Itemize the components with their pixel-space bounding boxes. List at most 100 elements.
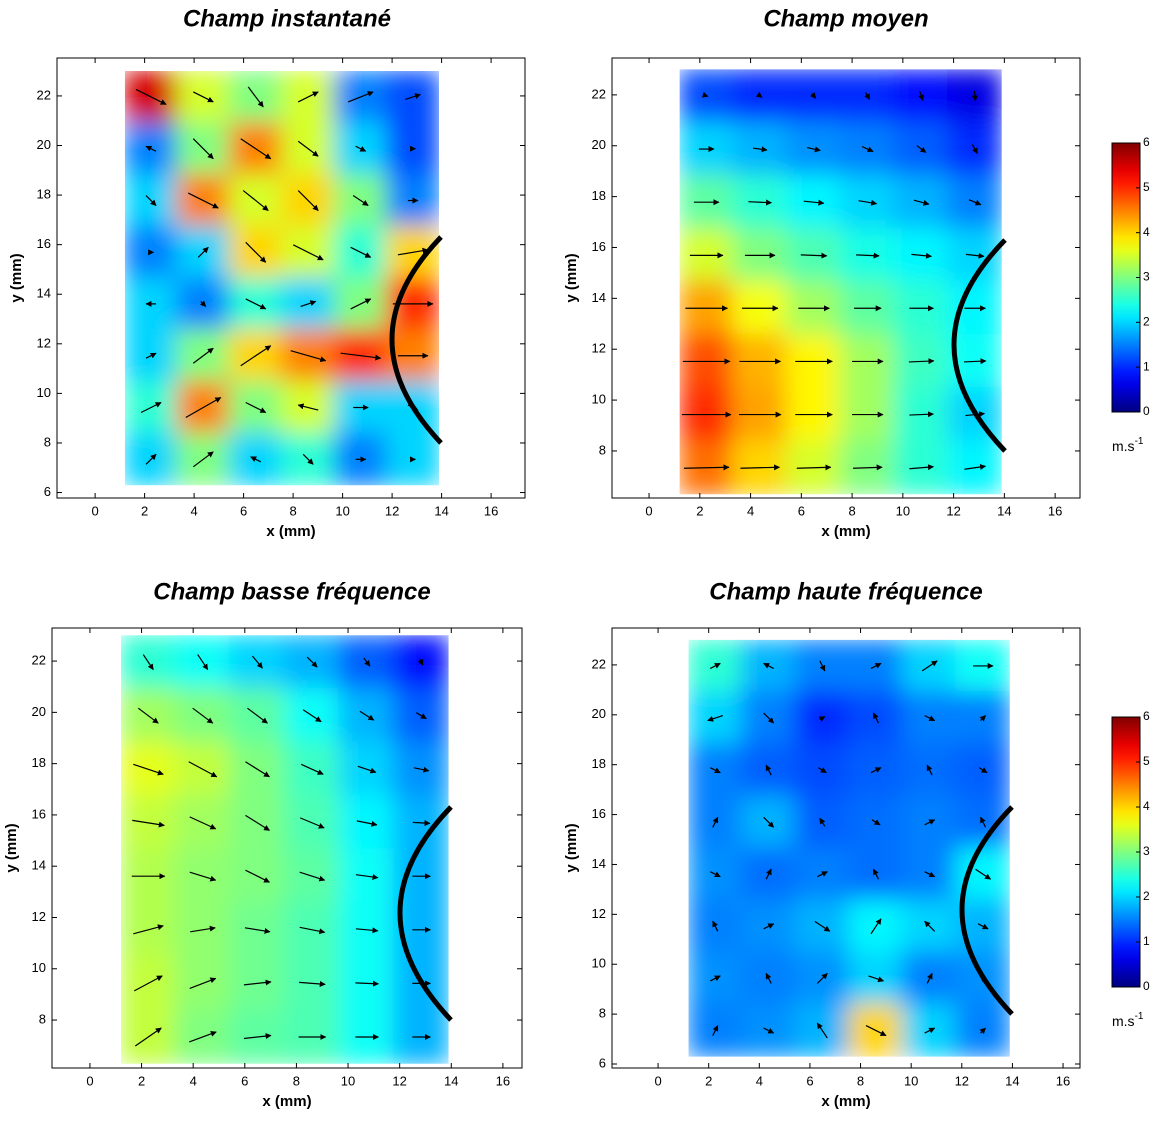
x-tick-label: 16 — [1048, 503, 1062, 518]
velocity-arrow — [864, 92, 871, 100]
y-tick-label: 22 — [592, 656, 606, 671]
velocity-arrow — [133, 975, 163, 992]
obstacle-arc — [959, 805, 1014, 1016]
heatmap — [688, 639, 1010, 1057]
velocity-arrow — [796, 464, 832, 471]
velocity-arrow — [350, 298, 372, 310]
velocity-arrow — [810, 92, 817, 99]
velocity-arrow — [340, 352, 382, 361]
velocity-arrow — [975, 868, 992, 880]
velocity-arrow — [355, 874, 379, 880]
velocity-arrow — [355, 145, 367, 152]
velocity-arrow — [765, 868, 772, 880]
x-tick-label: 4 — [190, 1073, 197, 1088]
velocity-arrow — [300, 763, 324, 775]
velocity-arrow — [412, 820, 431, 827]
velocity-arrow — [251, 655, 263, 669]
colorbar-tick-label: 6 — [1143, 709, 1150, 723]
velocity-arrow — [197, 654, 209, 671]
velocity-arrow — [297, 190, 319, 211]
y-tick-label: 8 — [599, 442, 606, 457]
y-tick-label: 14 — [32, 858, 46, 873]
chart-title: Champ haute fréquence — [709, 578, 982, 605]
colorbar-tick-label: 3 — [1143, 844, 1150, 858]
y-tick-label: 12 — [592, 341, 606, 356]
velocity-arrow — [302, 453, 314, 465]
x-tick-label: 12 — [392, 1073, 406, 1088]
velocity-arrow — [701, 91, 709, 98]
x-tick-label: 16 — [1056, 1073, 1070, 1088]
velocity-arrow — [133, 763, 164, 776]
velocity-arrow — [752, 146, 768, 153]
velocity-arrow — [979, 715, 986, 722]
x-axis-label: x (mm) — [266, 523, 315, 540]
y-tick-label: 6 — [44, 484, 51, 499]
y-axis-label: y (mm) — [3, 823, 20, 872]
velocity-arrow — [352, 195, 369, 207]
y-tick-label: 16 — [32, 806, 46, 821]
y-tick-label: 16 — [37, 236, 51, 251]
x-tick-label: 10 — [335, 503, 349, 518]
velocity-arrow — [861, 146, 874, 153]
heatmap — [124, 71, 439, 486]
y-tick-label: 22 — [592, 86, 606, 101]
colorbar-label-unit: m.s — [1112, 1013, 1135, 1029]
velocity-arrow — [924, 871, 936, 878]
colorbar-tick-label: 0 — [1143, 404, 1150, 418]
velocity-arrow — [244, 927, 271, 934]
velocity-arrow — [187, 192, 219, 209]
velocity-arrow — [247, 707, 268, 724]
velocity-arrow — [968, 199, 982, 206]
velocity-arrow — [818, 716, 826, 722]
y-tick-label: 8 — [44, 434, 51, 449]
velocity-arrow — [977, 923, 989, 930]
velocity-arrow — [192, 91, 214, 103]
velocity-arrow — [964, 464, 987, 470]
velocity-arrow — [297, 91, 319, 103]
y-axis-label: y (mm) — [563, 823, 580, 872]
obstacle-arc — [397, 805, 453, 1022]
colorbar-tick-label: 1 — [1143, 359, 1150, 373]
velocity-arrow — [300, 300, 317, 307]
velocity-arrow — [817, 871, 828, 878]
velocity-arrow — [190, 925, 216, 933]
y-tick-label: 18 — [592, 756, 606, 771]
y-tick-label: 8 — [39, 1011, 46, 1026]
x-tick-label: 4 — [747, 503, 754, 518]
velocity-arrow — [909, 464, 934, 471]
y-axis-label: y (mm) — [8, 253, 25, 302]
velocity-arrow — [710, 662, 721, 669]
x-tick-label: 4 — [190, 503, 197, 518]
heatmap-cells — [121, 635, 449, 1064]
velocity-arrow — [192, 347, 214, 364]
colorbar-label-exponent: -1 — [1135, 1011, 1144, 1022]
velocity-arrow — [819, 817, 826, 827]
velocity-arrow — [242, 190, 269, 212]
velocity-arrow — [710, 767, 721, 774]
x-tick-label: 16 — [496, 1073, 510, 1088]
velocity-arrow — [192, 451, 214, 468]
velocity-arrow — [819, 660, 826, 672]
velocity-arrow — [350, 246, 372, 258]
velocity-arrow — [145, 352, 157, 359]
x-tick-label: 10 — [341, 1073, 355, 1088]
velocity-arrow — [765, 764, 772, 776]
velocity-arrow — [397, 247, 429, 256]
x-axis-label: x (mm) — [821, 1093, 870, 1110]
velocity-arrow — [347, 91, 374, 103]
velocity-arrow — [299, 871, 326, 882]
velocity-arrow — [290, 350, 327, 363]
velocity-arrow — [926, 764, 933, 776]
x-tick-label: 0 — [645, 503, 652, 518]
y-tick-label: 10 — [37, 385, 51, 400]
axes-frame — [51, 627, 523, 1069]
velocity-arrow — [712, 1025, 719, 1036]
velocity-arrow — [145, 145, 157, 152]
heatmap-cells — [679, 69, 1002, 495]
x-tick-label: 2 — [705, 1073, 712, 1088]
x-tick-label: 14 — [997, 503, 1011, 518]
x-tick-label: 2 — [696, 503, 703, 518]
heatmap — [121, 635, 449, 1064]
y-tick-label: 16 — [592, 806, 606, 821]
